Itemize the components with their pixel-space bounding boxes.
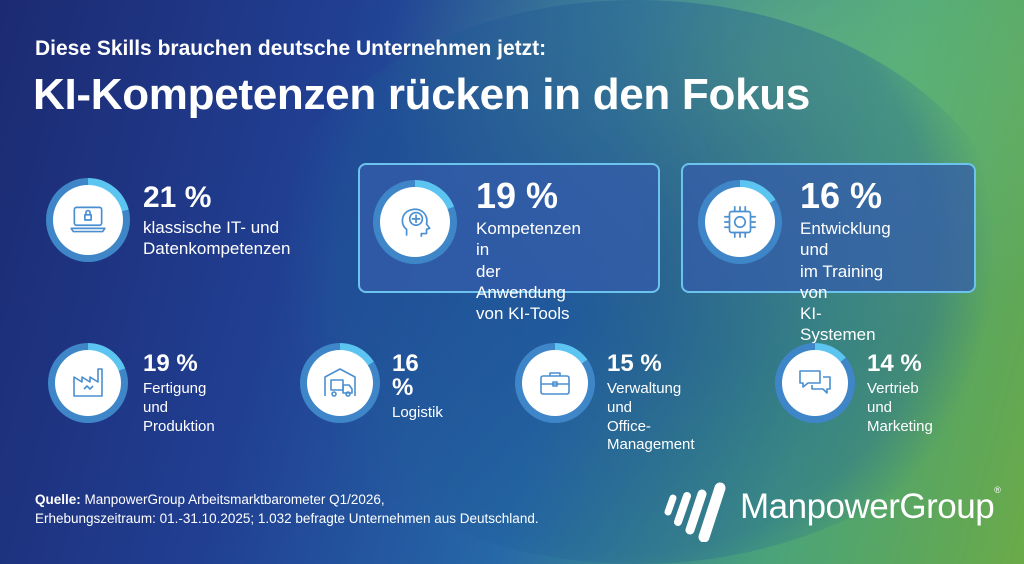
skill-label-line: der Anwendung	[476, 261, 566, 302]
skill-label-line: Entwicklung und	[800, 219, 891, 260]
percent-ring	[775, 343, 855, 423]
skill-label-line: Vertrieb und	[867, 380, 919, 416]
laptop-lock-icon	[70, 206, 106, 233]
warehouse-truck-icon	[324, 368, 356, 397]
page-title: KI-Kompetenzen rücken in den Fokus	[33, 70, 811, 119]
skill-label-line: Datenkompetenzen	[143, 239, 291, 259]
speech-bubbles-icon	[799, 370, 831, 394]
manpowergroup-logo: ManpowerGroup®	[660, 472, 1001, 542]
logo-mark-icon	[664, 482, 726, 542]
source-label: Quelle:	[35, 492, 81, 507]
percent-ring	[48, 343, 128, 423]
skill-label-line: Marketing	[867, 417, 933, 435]
briefcase-icon	[540, 372, 570, 395]
skill-label-line: Fertigung und	[143, 380, 207, 416]
skill-label-line: Produktion	[143, 417, 215, 435]
source-note: Quelle: ManpowerGroup Arbeitsmarktbarome…	[35, 491, 539, 529]
highlight-box-ki-systeme	[681, 163, 976, 293]
source-line-1: ManpowerGroup Arbeitsmarktbarometer Q1/2…	[80, 492, 385, 507]
skill-label-line: klassische IT- und	[143, 218, 280, 237]
percent-ring	[46, 178, 130, 262]
logo-text: ManpowerGroup®	[740, 485, 1001, 527]
skill-percent: 19 %	[143, 350, 198, 377]
head-brain-icon	[401, 208, 431, 237]
skill-percent: 19 %	[476, 175, 559, 216]
skill-percent: 15 %	[607, 350, 662, 377]
skill-label-line: Office-Management	[607, 417, 695, 454]
skill-label-line: im Training von	[800, 261, 884, 302]
factory-icon	[73, 368, 103, 397]
skill-label-line: Kompetenzen in	[476, 219, 581, 260]
skill-percent: 14 %	[867, 350, 922, 377]
percent-ring	[515, 343, 595, 423]
percent-ring	[373, 180, 457, 264]
registered-mark: ®	[994, 485, 1001, 495]
skill-percent: 16 %	[800, 175, 883, 216]
subtitle: Diese Skills brauchen deutsche Unternehm…	[35, 37, 547, 60]
source-line-2: Erhebungszeitraum: 01.-31.10.2025; 1.032…	[35, 510, 539, 526]
skill-label-line: Verwaltung und	[607, 380, 682, 416]
skill-percent: 21 %	[143, 181, 212, 214]
percent-ring	[698, 180, 782, 264]
logo-wordmark: ManpowerGroup	[740, 487, 995, 526]
percent-ring	[300, 343, 380, 423]
skill-label-line: von KI-Tools	[476, 304, 570, 323]
ai-chip-icon	[724, 206, 756, 238]
skill-label-line: Logistik	[392, 404, 443, 421]
skill-label-line: KI-Systemen	[800, 304, 876, 345]
skill-percent: 16 %	[392, 350, 419, 401]
